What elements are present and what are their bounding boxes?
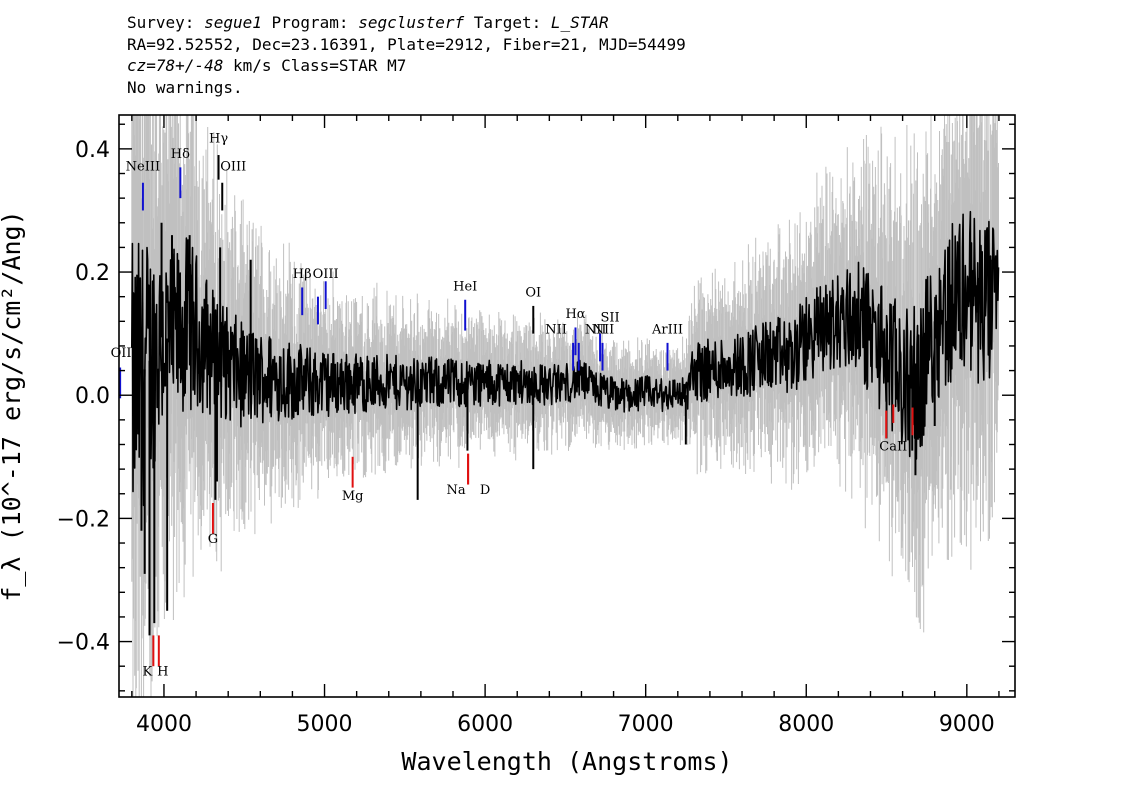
x-tick-label: 8000 <box>778 712 834 737</box>
x-axis-title: Wavelength (Angstroms) <box>401 747 732 776</box>
spectral-line-label: Hα <box>565 307 585 322</box>
x-tick-label: 4000 <box>136 712 192 737</box>
x-tick-label: 6000 <box>457 712 513 737</box>
spectral-line-label: H <box>157 664 168 679</box>
header-line-survey: Survey: segue1 Program: segclusterf Targ… <box>127 12 686 34</box>
plot-frame <box>118 114 1016 698</box>
survey-value: segue1 <box>204 13 262 32</box>
x-tick-label: 7000 <box>618 712 674 737</box>
program-label: Program: <box>261 13 359 32</box>
spectral-line-label: K <box>143 664 153 679</box>
header-line-warnings: No warnings. <box>127 77 243 97</box>
spectral-line-label: OI <box>525 286 541 301</box>
spectral-line-label: Na <box>447 483 466 498</box>
spectral-line-label: CaII <box>879 440 907 455</box>
spectral-line-label: Hγ <box>209 132 228 147</box>
x-tick-label: 5000 <box>297 712 353 737</box>
target-label: Target: <box>464 13 551 32</box>
spectral-line-label: D <box>480 483 490 498</box>
y-tick-label: 0.0 <box>75 384 110 409</box>
spectral-line-label: NII <box>545 323 567 338</box>
spectral-line-label: ArIII <box>651 323 683 338</box>
spectral-line-label: SII <box>600 310 619 325</box>
y-tick-label: 0.4 <box>75 138 110 163</box>
axes: 4000 5000 6000 7000 8000 9000 −0.4 −0.2 0.0 0.2 0.… <box>57 115 1015 737</box>
spectrum-header: Survey: segue1 Program: segclusterf Targ… <box>127 12 686 98</box>
y-axis-title: f_λ (10^-17 erg/s/cm²/Ang) <box>0 210 26 601</box>
spectral-line-label: OII <box>111 346 132 361</box>
y-tick-label: 0.2 <box>75 261 110 286</box>
redshift-value: cz=78+/-48 <box>127 56 224 75</box>
spectral-line-label: OIII <box>313 267 339 282</box>
flux-line <box>131 210 1000 507</box>
y-tick-label: −0.2 <box>57 507 110 532</box>
spectral-line-label: HeI <box>453 280 477 295</box>
spectral-line-label: Mg <box>342 489 364 504</box>
spectral-line-label: G <box>208 532 218 547</box>
error-band-strokes <box>131 115 999 697</box>
x-tick-label: 9000 <box>939 712 995 737</box>
spectral-line-label: Hβ <box>293 267 312 282</box>
spectral-line-label: NeIII <box>126 159 160 174</box>
header-line-coordinates: RA=92.52552, Dec=23.16391, Plate=2912, F… <box>127 34 686 54</box>
survey-label: Survey: <box>127 13 205 32</box>
target-value: L_STAR <box>550 13 609 32</box>
classification-text: km/s Class=STAR M7 <box>223 56 407 75</box>
header-line-redshift: cz=78+/-48 km/s Class=STAR M7 <box>127 55 686 77</box>
spectral-line-label: Hδ <box>171 147 190 162</box>
flux-series <box>131 210 1000 636</box>
y-tick-label: −0.4 <box>57 631 110 656</box>
error-band <box>131 115 999 697</box>
spectral-line-label: OIII <box>220 159 246 174</box>
spectral-line-label: NII <box>593 323 615 338</box>
program-value: segclusterf <box>358 13 465 32</box>
spectral-line-label: NII <box>585 323 607 338</box>
